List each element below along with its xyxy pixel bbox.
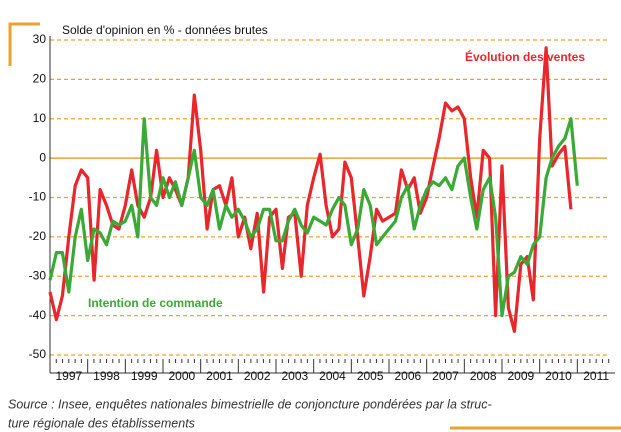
y-tick-label: -30 (29, 268, 47, 282)
y-tick-label: 10 (33, 111, 47, 125)
y-tick-label: -20 (29, 229, 47, 243)
series-line (48, 46, 573, 333)
x-tick-label: 2010 (545, 369, 572, 383)
x-tick-label: 2005 (357, 369, 384, 383)
y-tick-label: 20 (33, 72, 47, 86)
x-tick-label: 1997 (55, 369, 82, 383)
decor-bracket (8, 22, 40, 66)
x-tick-label: 2007 (432, 369, 459, 383)
x-tick-label: 2001 (206, 369, 233, 383)
source-line: Source : Insee, enquêtes nationales bime… (8, 397, 492, 411)
x-tick-label: 2002 (244, 369, 271, 383)
x-tick-label: 1998 (93, 369, 120, 383)
x-tick-label: 1999 (131, 369, 158, 383)
y-tick-label: -10 (29, 190, 47, 204)
y-tick-label: -50 (29, 347, 47, 361)
x-tick-label: 2008 (470, 369, 497, 383)
x-tick-label: 2003 (281, 369, 308, 383)
y-tick-label: 0 (39, 150, 46, 164)
x-tick-label: 2006 (394, 369, 421, 383)
series-line (48, 117, 579, 318)
axis-title: Solde d'opinion en % - données brutes (62, 23, 268, 37)
source-line: ture régionale des établissements (8, 416, 195, 430)
y-tick-label: 30 (33, 32, 47, 46)
x-tick-label: 2004 (319, 369, 346, 383)
y-tick-label: -40 (29, 308, 47, 322)
x-tick-label: 2000 (168, 369, 195, 383)
x-tick-label: 2009 (507, 369, 534, 383)
legend-label: Intention de commande (88, 296, 223, 310)
x-tick-label: 2011 (583, 369, 609, 383)
legend-label: Évolution des ventes (465, 49, 585, 64)
